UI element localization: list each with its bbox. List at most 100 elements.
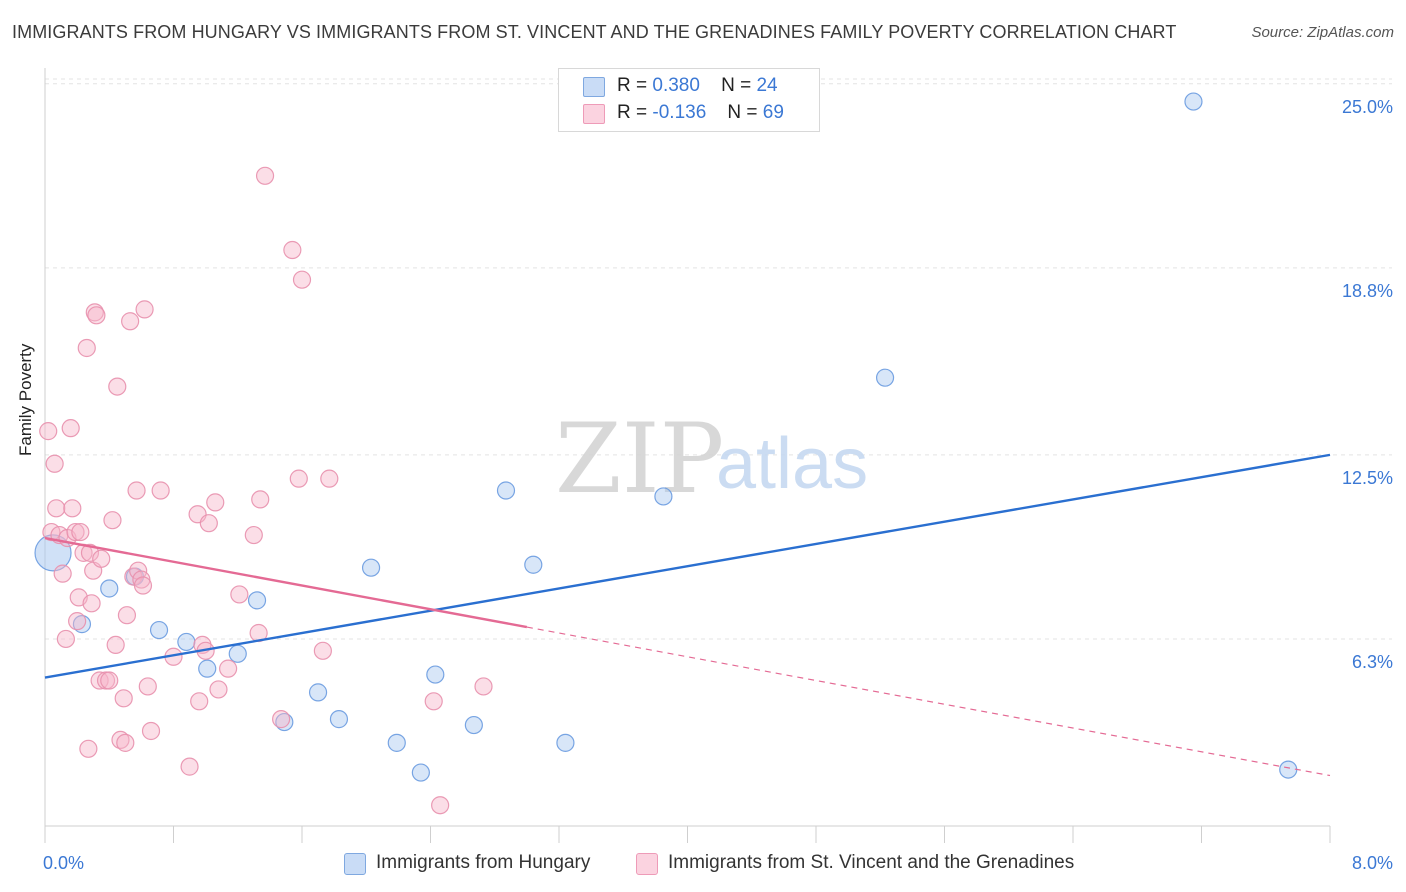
point-hungary [1184, 92, 1203, 111]
point-hungary [556, 733, 575, 752]
point-stvincent [56, 629, 75, 649]
point-stvincent [71, 522, 90, 542]
point-stvincent [244, 525, 263, 545]
point-stvincent [45, 454, 64, 473]
point-stvincent [53, 564, 72, 583]
point-hungary [308, 683, 328, 702]
source-label: Source: ZipAtlas.com [1251, 24, 1394, 41]
point-stvincent [431, 796, 450, 815]
point-stvincent [320, 469, 339, 488]
r-value: 0.380 [652, 75, 700, 96]
r-label: R = [617, 102, 648, 123]
point-stvincent [127, 481, 146, 500]
y-tick-label: 25.0% [1342, 97, 1393, 117]
point-hungary [654, 487, 673, 506]
point-stvincent [82, 594, 101, 613]
point-hungary [524, 555, 543, 574]
stats-text-stvincent: R = -0.136 N = 69 [617, 102, 784, 124]
point-hungary [177, 632, 196, 652]
point-stvincent [68, 612, 87, 631]
x-tick-labels: 0.0% 8.0% [43, 853, 1393, 873]
point-hungary [464, 715, 483, 735]
legend-label-hungary: Immigrants from Hungary [376, 852, 591, 873]
y-tick-label: 18.8% [1342, 281, 1393, 301]
legend-swatch-stvincent [636, 853, 658, 875]
point-stvincent [90, 671, 109, 690]
point-hungary [275, 712, 294, 732]
point-stvincent [135, 300, 154, 319]
stats-swatch-hungary [583, 77, 605, 97]
point-stvincent [61, 419, 80, 438]
point-hungary [72, 615, 92, 634]
point-stvincent [114, 689, 133, 708]
point-stvincent [219, 659, 238, 678]
point-stvincent [283, 240, 302, 260]
point-hungary [247, 591, 267, 610]
r-value: -0.136 [652, 102, 707, 123]
x-tick-label-max: 8.0% [1352, 853, 1393, 873]
point-hungary [228, 644, 247, 663]
point-stvincent [313, 641, 332, 660]
point-hungary [100, 579, 119, 598]
r-label: R = [617, 75, 648, 96]
point-hungary [426, 665, 445, 684]
watermark: ZIP atlas [555, 403, 868, 515]
point-stvincent [138, 677, 157, 696]
legend-swatch-hungary [344, 853, 366, 875]
point-stvincent [111, 730, 130, 749]
point-hungary [149, 620, 169, 640]
point-stvincent [92, 549, 111, 568]
point-hungary [361, 558, 381, 577]
point-hungary [875, 368, 895, 387]
point-stvincent [87, 306, 106, 325]
y-tick-label: 12.5% [1342, 468, 1393, 488]
watermark-zip: ZIP [555, 403, 724, 515]
point-stvincent [230, 585, 249, 604]
point-stvincent [199, 514, 218, 533]
point-hungary [496, 481, 516, 500]
watermark-atlas: atlas [716, 424, 868, 504]
y-tick-label: 6.3% [1352, 652, 1393, 672]
n-value: 24 [756, 75, 778, 96]
trend-line-stvincent [44, 536, 528, 629]
y-axis-label: Family Poverty [16, 343, 35, 456]
point-stvincent [77, 338, 96, 358]
point-stvincent [209, 680, 228, 699]
point-stvincent [116, 733, 135, 752]
point-stvincent [79, 739, 98, 758]
n-label: N = [727, 102, 758, 123]
point-hungary [387, 733, 406, 752]
y-tick-labels: 6.3% 12.5% 18.8% 25.0% [1342, 97, 1393, 672]
point-stvincent [289, 469, 308, 488]
trend-line-hungary [44, 453, 1331, 679]
point-stvincent [141, 721, 161, 741]
point-stvincent [251, 490, 270, 509]
legend-label-stvincent: Immigrants from St. Vincent and the Gren… [668, 852, 1075, 873]
point-stvincent [117, 606, 137, 625]
chart-title: IMMIGRANTS FROM HUNGARY VS IMMIGRANTS FR… [12, 22, 1177, 42]
point-stvincent [133, 576, 153, 595]
trend-lines [44, 453, 1331, 777]
point-stvincent [272, 710, 291, 729]
stats-text-hungary: R = 0.380 N = 24 [617, 75, 778, 97]
point-stvincent [100, 671, 119, 690]
point-stvincent [103, 511, 122, 530]
point-stvincent [474, 677, 493, 696]
point-hungary [329, 710, 349, 729]
point-stvincent [108, 377, 127, 396]
point-stvincent [63, 499, 82, 518]
point-stvincent [121, 312, 140, 331]
point-stvincent [85, 303, 104, 322]
point-stvincent [80, 543, 100, 562]
n-value: 69 [762, 102, 784, 123]
legend: Immigrants from Hungary Immigrants from … [0, 852, 1406, 878]
point-stvincent [255, 166, 275, 185]
point-stvincent [292, 270, 312, 289]
point-stvincent [106, 635, 125, 654]
x-tick-label-min: 0.0% [43, 853, 84, 873]
n-label: N = [721, 75, 752, 96]
point-stvincent [39, 422, 58, 441]
stats-box: R = 0.380 N = 24 R = -0.136 N = 69 [558, 68, 820, 132]
point-stvincent [151, 481, 170, 500]
